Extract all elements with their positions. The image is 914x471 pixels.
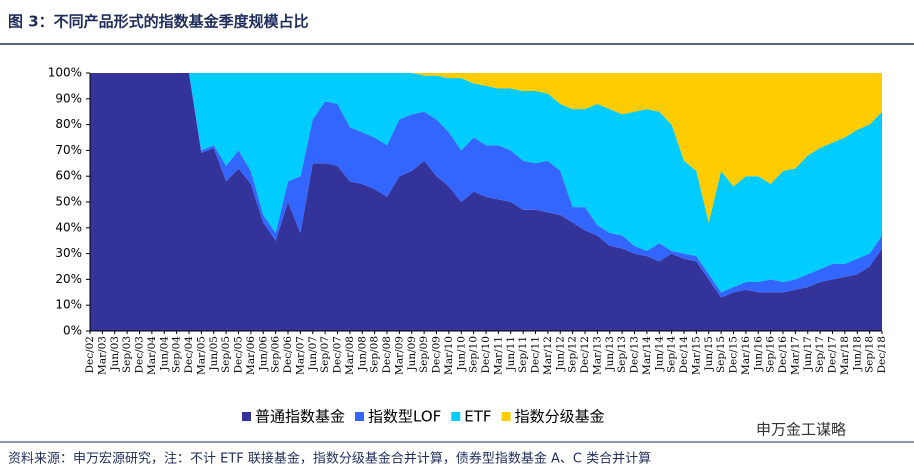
x-tick-label: Jun/04 (158, 336, 170, 372)
area (90, 73, 882, 223)
y-tick-label: 100% (48, 66, 82, 80)
x-tick-label: Jun/09 (406, 336, 418, 372)
legend-label: ETF (464, 408, 491, 426)
x-tick-label: Sep/09 (418, 336, 430, 373)
y-tick-label: 30% (55, 246, 82, 260)
y-tick-label: 50% (55, 195, 82, 209)
x-tick-label: Sep/10 (468, 336, 480, 373)
y-tick-label: 70% (55, 143, 82, 157)
x-tick-label: Jun/15 (703, 336, 715, 372)
x-tick-label: Sep/03 (121, 336, 133, 373)
x-tick-label: Mar/05 (195, 336, 207, 375)
chart-title: 图 3：不同产品形式的指数基金季度规模占比 (8, 13, 309, 31)
x-tick-label: Dec/09 (431, 336, 443, 373)
x-tick-label: Jun/07 (307, 336, 319, 372)
x-tick-label: Dec/10 (480, 336, 492, 373)
x-tick-label: Mar/10 (443, 336, 455, 375)
x-tick-label: Mar/03 (96, 336, 108, 375)
x-tick-label: Jun/14 (653, 336, 665, 372)
y-tick-label: 40% (55, 220, 82, 234)
x-tick-label: Jun/11 (505, 336, 517, 372)
area (90, 73, 882, 331)
x-tick-label: Jun/08 (356, 336, 368, 372)
x-tick-label: Sep/17 (814, 336, 826, 373)
y-tick-label: 60% (55, 169, 82, 183)
x-tick-label: Sep/13 (616, 336, 628, 373)
x-tick-label: Dec/14 (678, 336, 690, 374)
x-tick-label: Mar/17 (789, 336, 801, 375)
x-tick-label: Dec/05 (233, 336, 245, 373)
x-tick-label: Sep/18 (864, 336, 876, 373)
x-tick-label: Mar/07 (294, 336, 306, 375)
x-tick-label: Jun/17 (802, 336, 814, 372)
x-tick-label: Jun/18 (851, 336, 863, 372)
y-tick-label: 80% (55, 117, 82, 131)
x-tick-label: Dec/13 (629, 336, 641, 373)
legend-swatch (242, 412, 251, 421)
x-tick-label: Sep/06 (270, 336, 282, 373)
legend-swatch (451, 412, 461, 421)
legend-label: 普通指数基金 (255, 408, 345, 426)
x-tick-label: Mar/11 (492, 336, 504, 375)
x-tick-label: Sep/08 (369, 336, 381, 373)
x-tick-label: Sep/12 (567, 336, 579, 373)
legend-label: 指数型LOF (368, 408, 441, 426)
x-tick-label: Jun/03 (109, 336, 121, 372)
x-tick-label: Dec/02 (84, 336, 96, 373)
legend-swatch (501, 412, 511, 421)
x-tick-label: Mar/09 (393, 336, 405, 375)
x-tick-label: Dec/12 (579, 336, 591, 373)
x-tick-label: Dec/06 (282, 336, 294, 374)
watermark: 申万金工谋略 (756, 421, 846, 439)
y-tick-label: 20% (55, 272, 82, 286)
x-tick-label: Sep/11 (517, 336, 529, 373)
x-tick-label: Mar/16 (740, 336, 752, 375)
area (90, 73, 882, 293)
x-tick-label: Dec/11 (530, 336, 542, 373)
x-tick-label: Mar/06 (245, 336, 257, 375)
y-tick-label: 10% (55, 298, 82, 312)
x-tick-label: Dec/17 (827, 336, 839, 373)
x-tick-label: Mar/14 (641, 336, 653, 375)
x-tick-label: Mar/15 (690, 336, 702, 375)
x-tick-label: Sep/04 (171, 336, 183, 373)
x-tick-label: Jun/12 (554, 336, 566, 372)
x-tick-label: Jun/10 (455, 336, 467, 372)
x-tick-label: Dec/16 (777, 336, 789, 374)
legend-label: 指数分级基金 (515, 408, 605, 426)
x-tick-label: Sep/07 (319, 336, 331, 373)
x-tick-label: Mar/12 (542, 336, 554, 375)
x-tick-label: Dec/04 (183, 336, 195, 374)
x-tick-label: Mar/04 (146, 336, 158, 375)
x-tick-label: Jun/05 (208, 336, 220, 372)
x-tick-label: Mar/18 (839, 336, 851, 375)
x-tick-label: Sep/14 (666, 336, 678, 373)
y-tick-label: 90% (55, 91, 82, 105)
x-tick-label: Dec/03 (134, 336, 146, 373)
x-tick-label: Sep/15 (715, 336, 727, 373)
x-tick-label: Dec/15 (728, 336, 740, 373)
x-tick-label: Jun/06 (257, 336, 269, 372)
x-tick-label: Sep/05 (220, 336, 232, 373)
legend-swatch (355, 412, 365, 421)
x-tick-label: Jun/13 (604, 336, 616, 372)
x-tick-label: Dec/07 (332, 336, 344, 373)
source: 资料来源：申万宏源研究，注：不计 ETF 联接基金，指数分级基金合并计算，债券型… (8, 451, 651, 467)
x-tick-label: Jun/16 (752, 336, 764, 372)
x-tick-label: Dec/18 (876, 336, 888, 373)
x-tick-label: Dec/08 (381, 336, 393, 373)
area (90, 73, 882, 298)
x-tick-label: Mar/08 (344, 336, 356, 375)
x-tick-label: Sep/16 (765, 336, 777, 373)
y-tick-label: 0% (63, 324, 82, 338)
x-tick-label: Mar/13 (591, 336, 603, 375)
